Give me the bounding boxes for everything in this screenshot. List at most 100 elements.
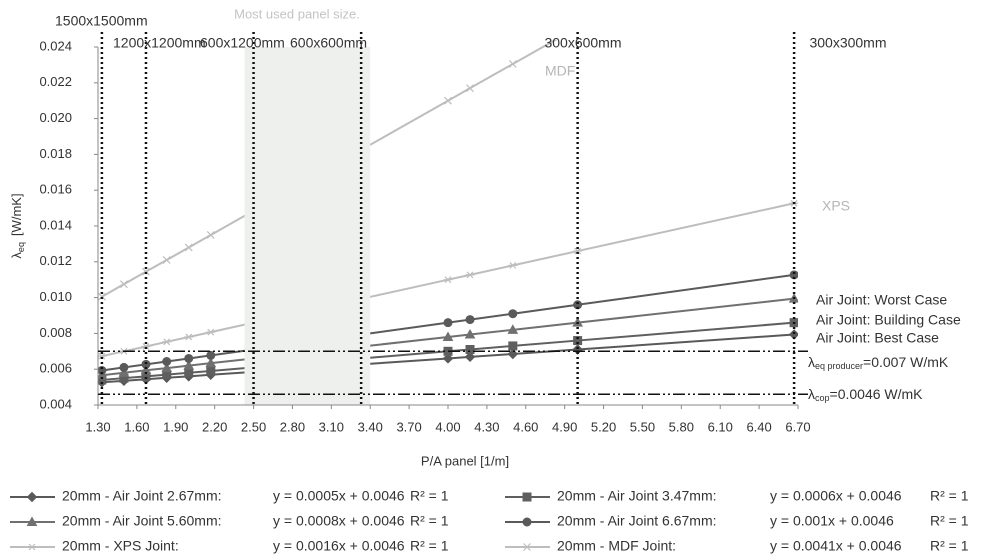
line-label: MDF xyxy=(545,63,575,79)
y-tick-label: 0.008 xyxy=(39,325,72,340)
marker xyxy=(573,247,583,255)
marker xyxy=(141,343,151,350)
y-tick-label: 0.012 xyxy=(39,253,72,268)
line-label: Air Joint: Worst Case xyxy=(816,292,947,308)
panel-label: 600x1200mm xyxy=(200,35,285,51)
marker xyxy=(183,360,195,370)
marker xyxy=(98,292,106,301)
x-tick-label: 2.20 xyxy=(202,419,227,434)
legend-r2: R² = 1 xyxy=(930,488,969,504)
x-tick-label: 2.50 xyxy=(241,419,266,434)
marker xyxy=(26,491,38,503)
marker xyxy=(26,516,38,526)
reference-label-text: =0.0046 W/mK xyxy=(830,386,924,402)
legend-equation: y = 0.0006x + 0.0046 xyxy=(770,488,902,504)
marker xyxy=(119,362,129,372)
reference-label-symbol: λ xyxy=(808,354,815,370)
y-tick-label: 0.010 xyxy=(39,289,72,304)
marker xyxy=(161,362,173,373)
marker xyxy=(162,338,172,346)
panel-label: 1200x1200mm xyxy=(113,35,206,51)
marker xyxy=(465,315,475,325)
y-tick-label: 0.004 xyxy=(39,396,72,411)
marker xyxy=(464,328,476,339)
y-tick-label: 0.020 xyxy=(39,110,72,125)
y-axis-label-subscript: eq xyxy=(16,242,26,252)
marker xyxy=(507,324,519,334)
marker xyxy=(465,271,475,279)
marker xyxy=(184,333,194,341)
legend-r2: R² = 1 xyxy=(930,513,969,529)
marker xyxy=(523,543,531,551)
marker xyxy=(184,368,194,378)
marker xyxy=(206,350,216,360)
x-tick-label: 2.80 xyxy=(280,419,305,434)
x-tick-label: 3.40 xyxy=(358,419,383,434)
x-tick-label: 6.70 xyxy=(785,419,810,434)
y-axis-label-text: [W/mK] xyxy=(9,193,24,236)
x-tick-label: 4.30 xyxy=(474,419,499,434)
marker xyxy=(162,357,172,367)
x-tick-label: 6.40 xyxy=(746,419,771,434)
y-tick-label: 0.018 xyxy=(39,146,72,161)
reference-label-subscript: eq producer xyxy=(815,361,863,371)
marker xyxy=(442,331,454,341)
marker xyxy=(508,261,518,269)
marker xyxy=(522,492,532,502)
x-axis-label: P/A panel [1/m] xyxy=(421,453,509,468)
x-tick-label: 1.90 xyxy=(163,419,188,434)
legend-label: 20mm - Air Joint 3.47mm: xyxy=(557,488,717,504)
marker xyxy=(98,352,107,360)
reference-label-text: =0.007 W/mK xyxy=(863,354,949,370)
marker xyxy=(120,280,128,289)
marker xyxy=(142,267,150,276)
marker xyxy=(442,353,454,364)
y-tick-label: 0.014 xyxy=(39,217,72,232)
marker xyxy=(98,365,107,375)
legend-label: 20mm - MDF Joint: xyxy=(557,538,676,554)
line-label: Air Joint: Best Case xyxy=(816,330,939,346)
legend-r2: R² = 1 xyxy=(930,538,969,554)
marker xyxy=(206,366,216,376)
reference-label: λcop=0.0046 W/mK xyxy=(808,386,923,404)
marker xyxy=(573,336,583,346)
highlight-band xyxy=(244,47,371,405)
marker xyxy=(508,341,518,351)
legend-label: 20mm - XPS Joint: xyxy=(62,538,179,554)
legend-label: 20mm - Air Joint 6.67mm: xyxy=(557,513,717,529)
legend-r2: R² = 1 xyxy=(410,488,449,504)
legend-equation: y = 0.0005x + 0.0046 xyxy=(273,488,405,504)
legend-equation: y = 0.0008x + 0.0046 xyxy=(273,513,405,529)
highlight-label: Most used panel size. xyxy=(234,6,360,21)
line-label: Air Joint: Building Case xyxy=(816,312,961,328)
marker xyxy=(508,309,518,319)
x-tick-label: 4.90 xyxy=(552,419,577,434)
panel-label: 300x600mm xyxy=(544,35,621,51)
x-tick-label: 3.10 xyxy=(319,419,344,434)
x-tick-label: 5.80 xyxy=(669,419,694,434)
reference-label-symbol: λ xyxy=(808,386,815,402)
marker xyxy=(206,231,215,239)
legend-equation: y = 0.0041x + 0.0046 xyxy=(770,538,902,554)
marker xyxy=(27,543,37,551)
marker xyxy=(507,348,519,360)
x-tick-label: 1.60 xyxy=(124,419,149,434)
y-tick-label: 0.024 xyxy=(39,38,72,53)
y-axis-label: λeq [W/mK] xyxy=(9,193,26,258)
marker xyxy=(466,84,474,93)
marker xyxy=(464,351,476,363)
marker xyxy=(574,24,581,31)
marker xyxy=(205,357,217,368)
legend-r2: R² = 1 xyxy=(410,538,449,554)
reference-label-subscript: cop xyxy=(815,393,830,403)
marker xyxy=(443,318,453,328)
marker xyxy=(443,276,453,284)
reference-label: λeq producer=0.007 W/mK xyxy=(808,354,949,372)
marker xyxy=(444,96,452,105)
panel-label: 300x300mm xyxy=(809,35,886,51)
marker xyxy=(522,517,532,527)
y-tick-label: 0.016 xyxy=(39,182,72,197)
plot-area xyxy=(98,24,798,388)
legend-label: 20mm - Air Joint 2.67mm: xyxy=(62,488,222,504)
